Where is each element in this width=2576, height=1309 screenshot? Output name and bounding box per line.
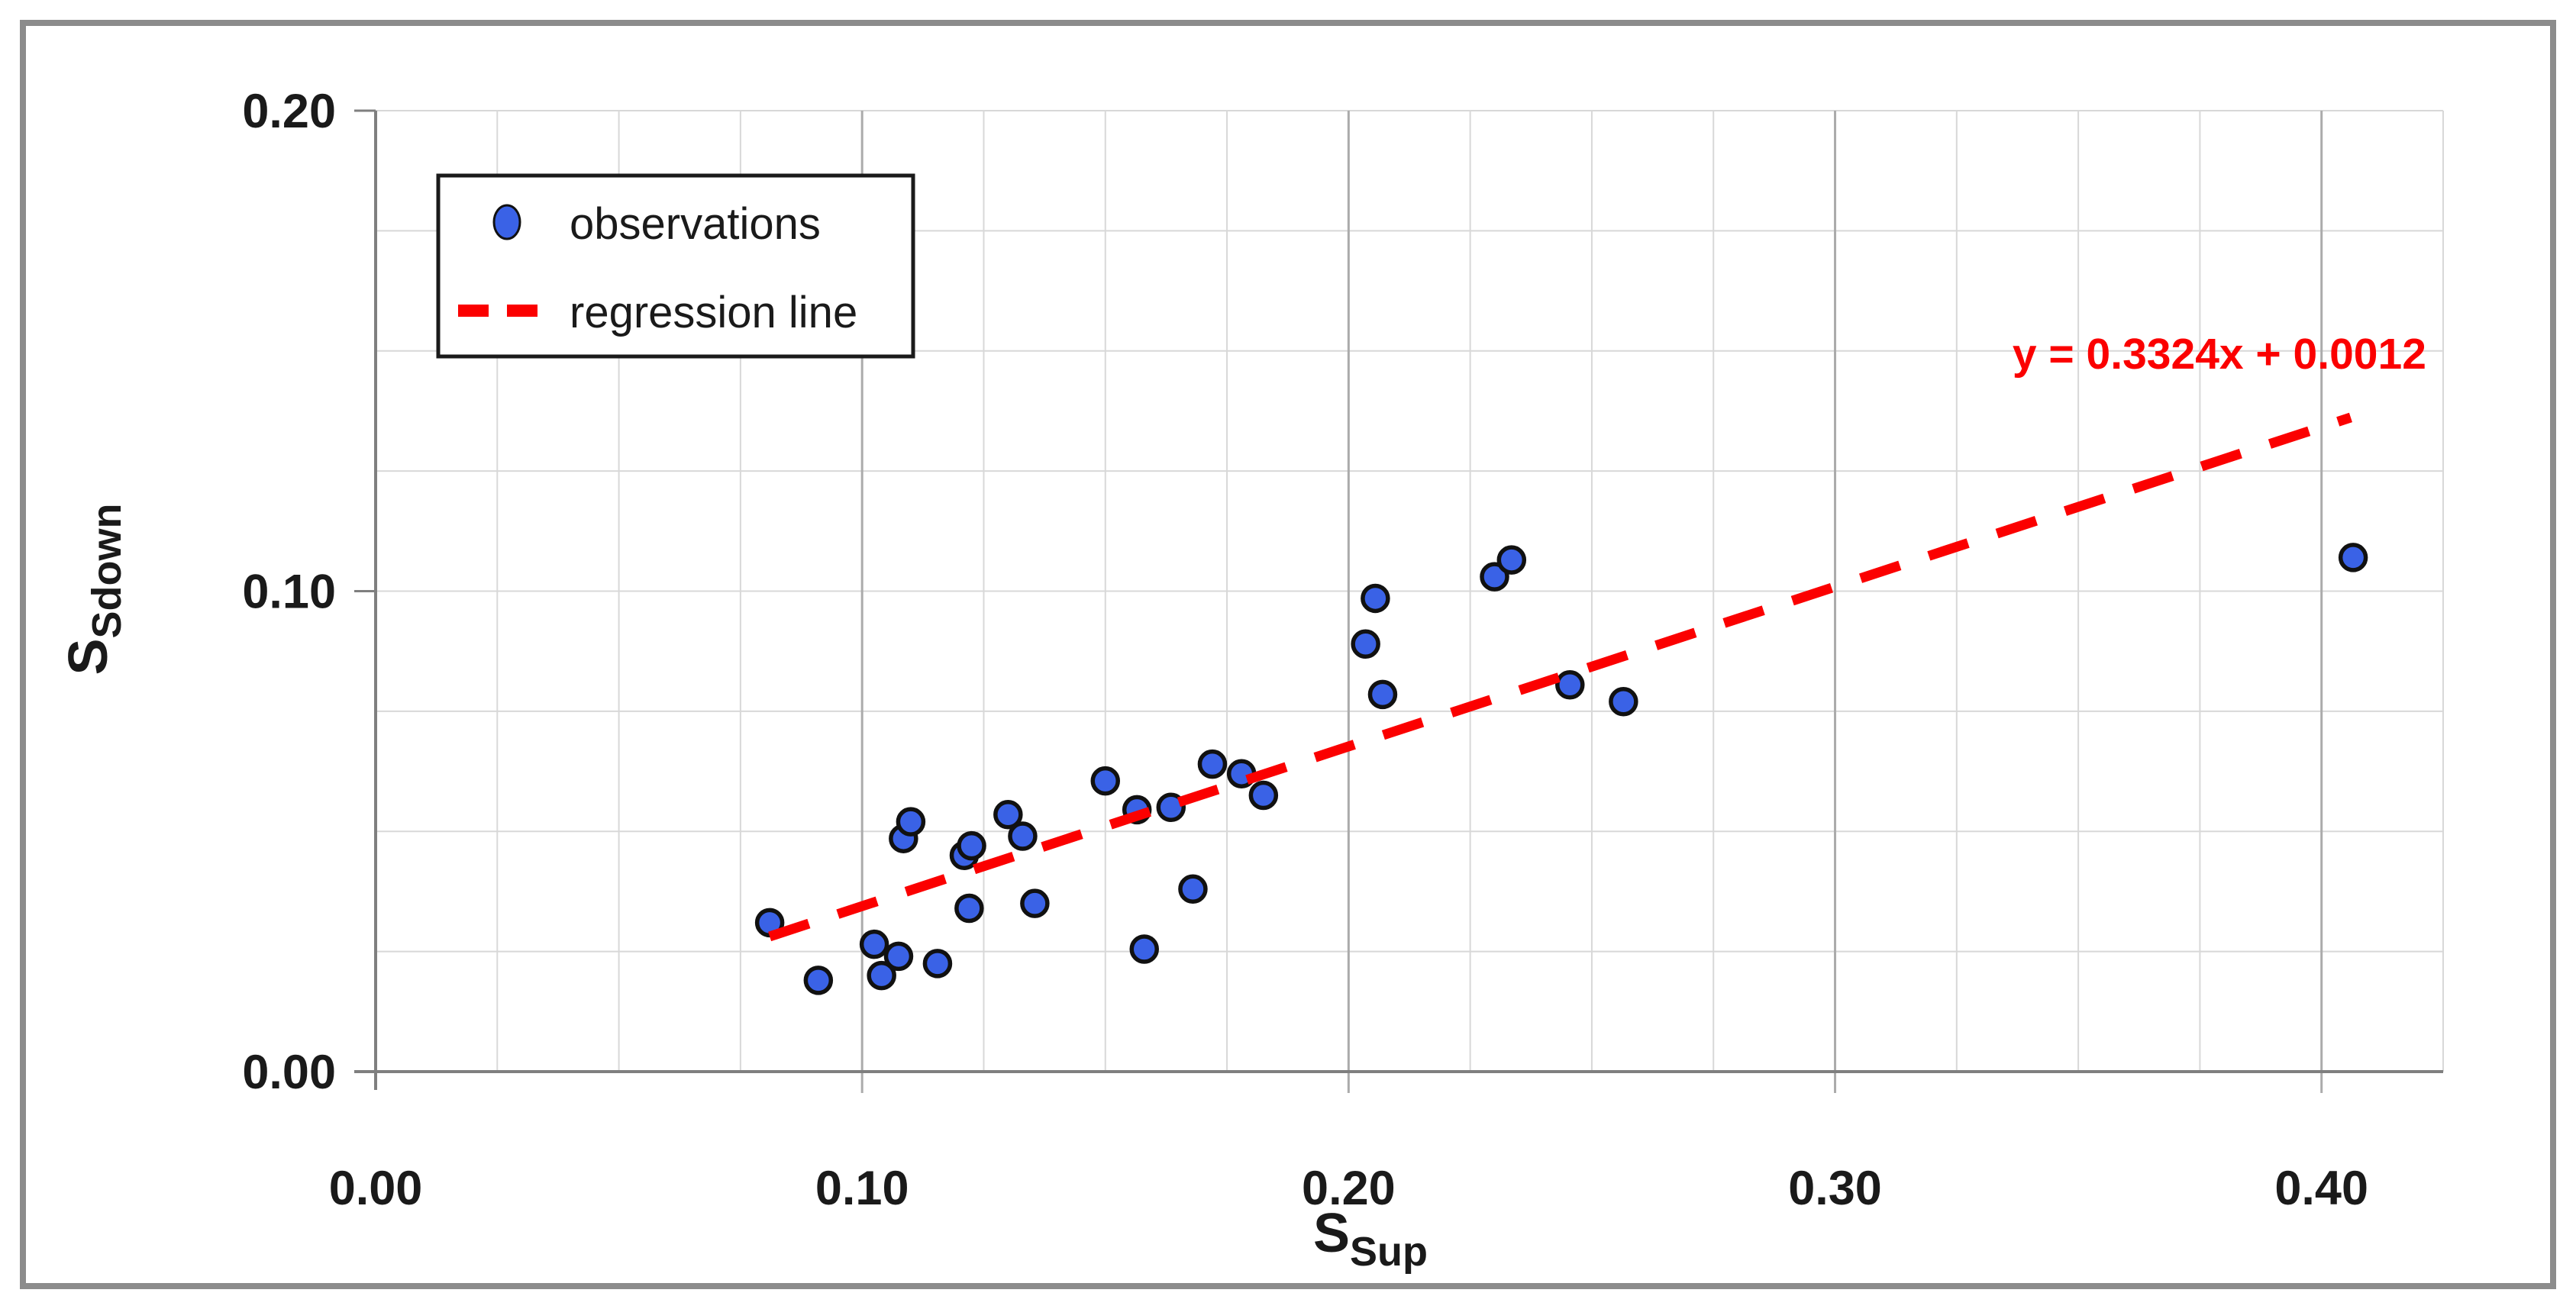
data-point	[1496, 545, 1527, 575]
data-point	[1008, 821, 1038, 851]
data-point	[1367, 679, 1398, 710]
data-point	[1090, 766, 1121, 796]
x-tick-label: 0.30	[1788, 1162, 1882, 1215]
x-tick-label: 0.40	[2274, 1162, 2368, 1215]
data-point	[922, 949, 953, 979]
y-axis-title: SSdown	[58, 503, 130, 675]
data-point	[1609, 687, 1638, 717]
data-point	[1020, 888, 1050, 918]
data-point	[867, 960, 896, 991]
x-axis-title: SSup	[1313, 1203, 1428, 1275]
data-point	[1248, 780, 1279, 811]
y-tick-label: 0.10	[242, 566, 336, 619]
regression-line	[768, 412, 2352, 942]
data-point	[883, 941, 914, 972]
data-point	[957, 830, 986, 861]
data-point	[1156, 792, 1186, 823]
data-point	[1480, 562, 1509, 592]
legend-dash-icon	[458, 305, 489, 317]
x-tick-label: 0.10	[815, 1162, 909, 1215]
data-point	[1361, 583, 1390, 614]
data-point	[859, 929, 889, 959]
y-tick-label: 0.20	[242, 85, 336, 138]
legend-box	[436, 173, 915, 359]
data-point	[1555, 670, 1585, 700]
legend-observations-marker	[492, 204, 521, 240]
legend-dash-icon	[507, 305, 537, 317]
data-point	[803, 966, 834, 995]
regression-equation: y = 0.3324x + 0.0012	[2013, 330, 2426, 379]
legend-regression-label: regression line	[570, 288, 857, 337]
data-point	[896, 807, 926, 837]
legend-observations-label: observations	[570, 199, 821, 249]
data-point	[1197, 749, 1228, 779]
data-point	[993, 799, 1023, 830]
y-tick-label: 0.00	[242, 1046, 336, 1099]
data-point	[2338, 543, 2368, 572]
outer-frame	[20, 20, 2556, 1289]
x-tick-label: 0.20	[1302, 1162, 1396, 1215]
data-point	[954, 893, 984, 924]
data-point	[1178, 874, 1208, 904]
data-point	[1129, 934, 1159, 964]
data-point	[1351, 629, 1380, 659]
x-tick-label: 0.00	[329, 1162, 423, 1215]
